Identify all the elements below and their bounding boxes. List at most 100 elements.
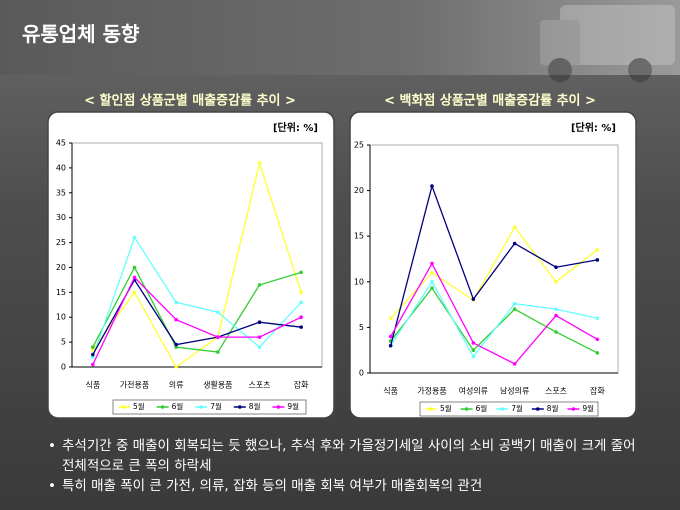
series-line (92, 236, 302, 358)
y-tick-label: 5 (359, 323, 364, 332)
legend-label: 5월 (133, 401, 145, 411)
point (471, 341, 476, 345)
point (257, 335, 262, 339)
x-tick-label: 의류 (169, 380, 184, 390)
point (216, 310, 220, 315)
chart-title: < 할인점 상품군별 매출증감률 추이 > (84, 93, 296, 109)
point (257, 283, 262, 287)
point (554, 307, 558, 311)
point (471, 348, 476, 353)
truck-decoration (540, 5, 675, 82)
point (132, 290, 137, 295)
legend-label: 7월 (511, 403, 523, 413)
point (512, 307, 517, 311)
y-tick-label: 25 (354, 141, 364, 150)
legend-label: 9월 (287, 401, 299, 411)
point (132, 265, 137, 270)
x-tick-label: 여성의류 (459, 386, 488, 396)
legend-box (112, 399, 307, 415)
legend-box (419, 401, 599, 417)
legend-label: 7월 (210, 401, 222, 411)
point (257, 345, 262, 349)
legend-marker (429, 407, 433, 411)
y-tick-label: 30 (56, 213, 66, 222)
x-tick-label: 가전용품 (120, 380, 149, 390)
point (595, 316, 600, 321)
y-tick-label: 20 (354, 186, 364, 195)
legend-label: 8월 (547, 403, 559, 413)
legend-marker (536, 407, 540, 411)
y-tick-label: 5 (61, 338, 66, 347)
point (595, 258, 600, 262)
x-tick-label: 잡화 (590, 386, 605, 396)
bullet: 특히 매출 폭이 큰 가전, 의류, 잡화 등의 매출 회복 여부가 매출회복의… (48, 476, 648, 496)
point (554, 265, 558, 270)
y-tick-label: 25 (56, 238, 66, 247)
x-tick-label: 가정용품 (417, 386, 446, 396)
point (388, 316, 393, 321)
point (512, 225, 517, 229)
series-line (390, 183, 598, 346)
x-tick-label: 스포츠 (545, 387, 567, 396)
series-line (390, 262, 598, 365)
y-tick-label: 20 (56, 263, 66, 272)
legend-marker (238, 405, 242, 409)
point (91, 347, 95, 352)
legend-marker (276, 405, 281, 409)
x-tick-label: 생활용품 (203, 380, 232, 390)
y-tick-label: 10 (56, 313, 66, 322)
point (430, 261, 434, 266)
x-tick-label: 남성의류 (500, 386, 529, 396)
series-line (390, 225, 598, 319)
point (299, 270, 303, 275)
point (554, 330, 558, 334)
bullet-list: 추석기간 중 매출이 회복되는 듯 했으나, 추석 후와 가을정기세일 사이의 … (48, 436, 648, 496)
point (388, 334, 393, 339)
legend-label: 5월 (440, 403, 452, 413)
point (299, 315, 303, 320)
point (91, 345, 95, 349)
legend-label: 9월 (582, 403, 594, 413)
legend-marker (464, 407, 469, 411)
point (595, 337, 600, 342)
point (174, 300, 178, 305)
point (430, 280, 434, 284)
point (91, 352, 95, 357)
point (512, 362, 517, 366)
point (430, 270, 434, 275)
point (299, 325, 303, 329)
chart-title: < 백화점 상품군별 매출증감률 추이 > (384, 93, 596, 109)
point (512, 301, 517, 306)
y-tick-label: 15 (354, 232, 364, 241)
series-line (92, 276, 302, 365)
point (471, 354, 476, 359)
point (174, 365, 178, 369)
legend-label: 6월 (172, 401, 184, 411)
point (299, 300, 303, 305)
point (257, 161, 262, 165)
legend-marker (199, 405, 203, 409)
x-tick-label: 스포츠 (248, 381, 270, 390)
point (216, 350, 220, 354)
point (595, 248, 600, 252)
point (174, 345, 178, 349)
plot-area (71, 142, 323, 368)
y-tick-label: 15 (56, 288, 66, 297)
y-tick-label: 40 (56, 163, 66, 172)
point (388, 343, 393, 348)
point (257, 320, 262, 325)
legend-label: 8월 (249, 401, 261, 411)
legend-label: 6월 (476, 403, 488, 413)
point (471, 297, 476, 301)
legend-marker (500, 407, 505, 411)
y-tick-label: 0 (359, 369, 364, 378)
point (512, 241, 517, 246)
point (554, 280, 558, 284)
y-tick-label: 10 (354, 277, 364, 286)
y-tick-label: 35 (56, 188, 66, 197)
series-line (92, 160, 302, 368)
series-line (390, 280, 598, 358)
x-tick-label: 잡화 (294, 380, 309, 390)
slide-title: 유통업체 동향 (22, 22, 140, 46)
